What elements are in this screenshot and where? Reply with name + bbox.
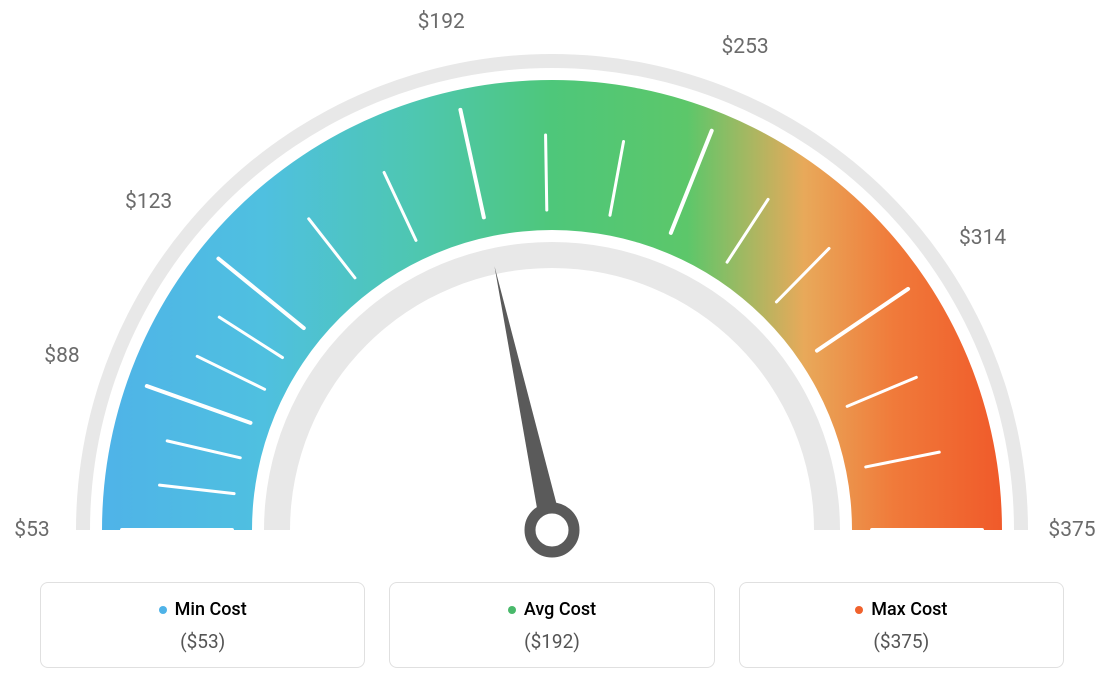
legend-value-avg: ($192)	[400, 630, 703, 653]
gauge-tick-label: $123	[125, 190, 172, 214]
gauge-tick-label: $192	[418, 10, 465, 34]
gauge-tick-label: $314	[959, 226, 1006, 250]
legend-title-text-avg: Avg Cost	[524, 599, 596, 620]
gauge-tick-label: $88	[44, 344, 79, 368]
legend-title-text-min: Min Cost	[175, 599, 247, 620]
gauge-tick-label: $375	[1048, 518, 1095, 542]
legend-card-avg: Avg Cost ($192)	[389, 582, 714, 669]
legend-card-max: Max Cost ($375)	[739, 582, 1064, 669]
gauge-tick-label: $53	[14, 518, 49, 542]
legend-card-min: Min Cost ($53)	[40, 582, 365, 669]
legend-title-avg: Avg Cost	[508, 599, 596, 620]
gauge-chart: $53 $88 $123 $192 $253 $314 $375	[0, 0, 1104, 560]
legend-title-text-max: Max Cost	[871, 599, 947, 620]
legend-dot-avg	[508, 606, 516, 614]
legend-dot-min	[159, 606, 167, 614]
legend-row: Min Cost ($53) Avg Cost ($192) Max Cost …	[40, 582, 1064, 669]
legend-value-max: ($375)	[750, 630, 1053, 653]
gauge-svg	[0, 0, 1104, 560]
legend-title-min: Min Cost	[159, 599, 247, 620]
legend-dot-max	[855, 606, 863, 614]
legend-title-max: Max Cost	[855, 599, 947, 620]
gauge-tick-label: $253	[722, 35, 769, 59]
legend-value-min: ($53)	[51, 630, 354, 653]
